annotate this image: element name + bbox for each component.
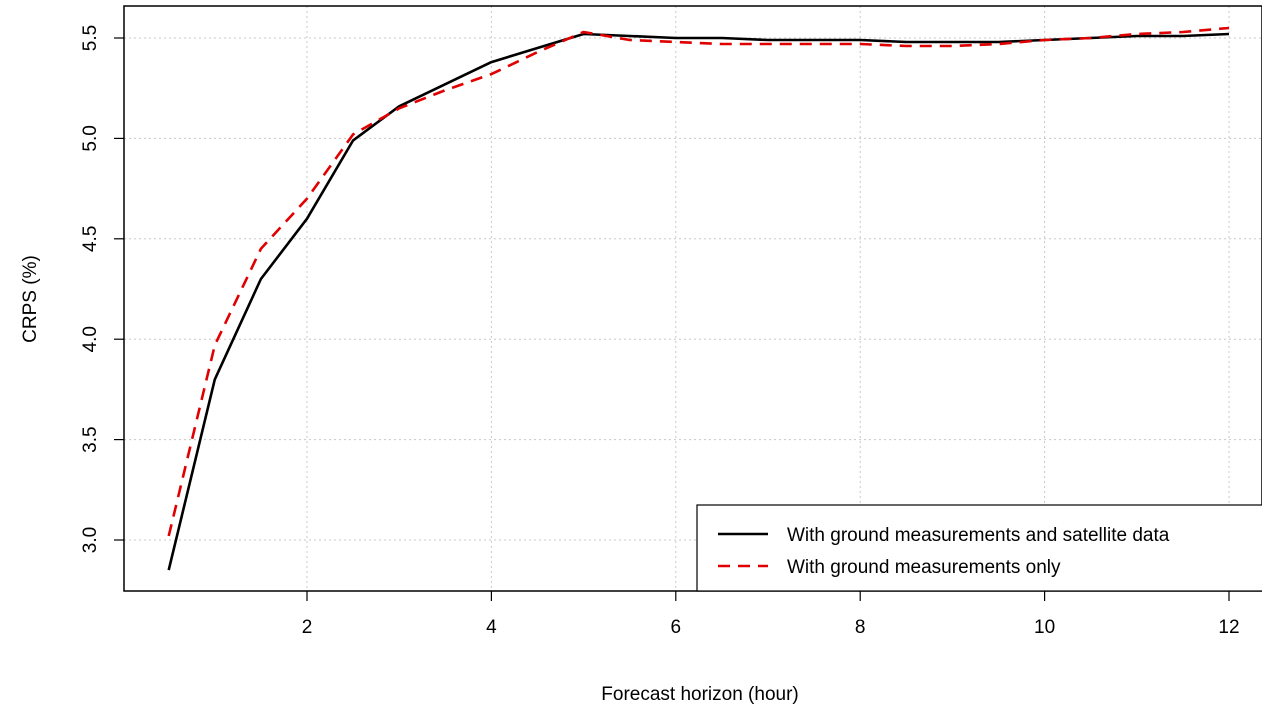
y-tick-label: 4.5 — [80, 226, 101, 252]
y-tick-label: 5.5 — [80, 25, 101, 51]
series-line-ground-and-satellite — [167, 32, 1230, 571]
plot-frame — [123, 5, 1262, 592]
y-axis: 3.0 3.5 4.0 4.5 5.0 5.5 — [80, 25, 124, 553]
legend: With ground measurements and satellite d… — [696, 504, 1262, 592]
y-axis-title: CRPS (%) — [20, 255, 41, 343]
y-tick-label: 5.0 — [80, 125, 101, 151]
x-tick-label: 10 — [1034, 617, 1055, 638]
legend-box — [696, 504, 1262, 592]
series-line-ground-only — [167, 26, 1230, 537]
x-tick-label: 2 — [302, 617, 313, 638]
x-axis-title: Forecast horizon (hour) — [601, 684, 798, 705]
series-layer — [167, 26, 1230, 571]
x-tick-label: 4 — [486, 617, 497, 638]
y-tick-label: 3.5 — [80, 426, 101, 452]
x-tick-label: 6 — [671, 617, 682, 638]
legend-label-ground-and-satellite: With ground measurements and satellite d… — [787, 525, 1170, 546]
x-tick-label: 8 — [855, 617, 866, 638]
grid-lines — [124, 6, 1262, 591]
x-axis: 2 4 6 8 10 12 — [302, 591, 1240, 638]
legend-label-ground-only: With ground measurements only — [787, 557, 1061, 578]
x-tick-label: 12 — [1218, 617, 1239, 638]
y-tick-label: 3.0 — [80, 527, 101, 553]
y-tick-label: 4.0 — [80, 326, 101, 352]
